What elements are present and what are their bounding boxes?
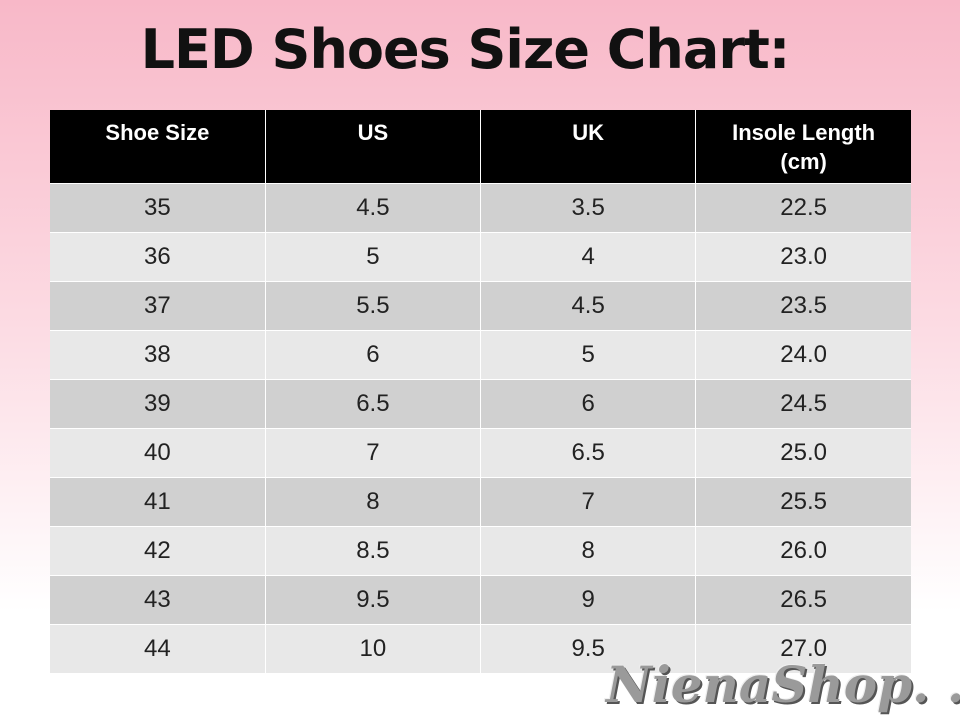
table-row: 38 6 5 24.0 xyxy=(50,329,911,379)
table-cell: 10 xyxy=(264,623,481,673)
table-cell: 27.0 xyxy=(695,623,911,673)
table-cell: 36 xyxy=(50,231,266,281)
table-cell: 4 xyxy=(479,231,696,281)
table-cell: 6.5 xyxy=(264,378,481,428)
table-cell: 43 xyxy=(50,574,266,624)
table-row: 41 8 7 25.5 xyxy=(50,476,911,526)
table-cell: 8 xyxy=(264,476,481,526)
table-cell: 40 xyxy=(50,427,266,477)
table-cell: 38 xyxy=(50,329,266,379)
table-cell: 6.5 xyxy=(479,427,696,477)
table-cell: 7 xyxy=(479,476,696,526)
table-cell: 24.5 xyxy=(695,378,911,428)
table-row: 35 4.5 3.5 22.5 xyxy=(50,182,911,232)
table-cell: 23.5 xyxy=(695,280,911,330)
header-row: Shoe Size US UK Insole Length (cm) xyxy=(50,110,911,183)
table-cell: 26.5 xyxy=(695,574,911,624)
table-cell: 37 xyxy=(50,280,266,330)
table-cell: 6 xyxy=(479,378,696,428)
table-cell: 42 xyxy=(50,525,266,575)
title: LED Shoes Size Chart: xyxy=(140,18,791,81)
table-cell: 24.0 xyxy=(695,329,911,379)
column-header: Shoe Size xyxy=(50,110,266,183)
table-cell: 9.5 xyxy=(264,574,481,624)
table-cell: 25.5 xyxy=(695,476,911,526)
watermark: NienaShop. . xyxy=(606,655,960,714)
table-cell: 9.5 xyxy=(479,623,696,673)
table-cell: 4.5 xyxy=(264,182,481,232)
table-cell: 39 xyxy=(50,378,266,428)
table-row: 42 8.5 8 26.0 xyxy=(50,525,911,575)
table-cell: 4.5 xyxy=(479,280,696,330)
table-cell: 8 xyxy=(479,525,696,575)
table-cell: 9 xyxy=(479,574,696,624)
table-row: 44 10 9.5 27.0 xyxy=(50,623,911,673)
table-header: Shoe Size US UK Insole Length (cm) xyxy=(50,110,911,183)
table-cell: 5 xyxy=(479,329,696,379)
table-body: 35 4.5 3.5 22.5 36 5 4 23.0 37 5.5 4.5 23.5 38 6 5 24.0… xyxy=(50,182,911,673)
table-row: 39 6.5 6 24.5 xyxy=(50,378,911,428)
table-row: 43 9.5 9 26.5 xyxy=(50,574,911,624)
table-row: 37 5.5 4.5 23.5 xyxy=(50,280,911,330)
table-cell: 8.5 xyxy=(264,525,481,575)
table-cell: 6 xyxy=(264,329,481,379)
table-cell: 41 xyxy=(50,476,266,526)
table-row: 40 7 6.5 25.0 xyxy=(50,427,911,477)
table-cell: 35 xyxy=(50,182,266,232)
column-header: US xyxy=(264,110,481,183)
table-cell: 5.5 xyxy=(264,280,481,330)
size-table: Shoe Size US UK Insole Length (cm) 35 4.5 3.5… xyxy=(50,110,911,673)
table-cell: 23.0 xyxy=(695,231,911,281)
table-cell: 25.0 xyxy=(695,427,911,477)
table-cell: 44 xyxy=(50,623,266,673)
column-header: Insole Length (cm) xyxy=(695,110,911,183)
table-cell: 22.5 xyxy=(695,182,911,232)
column-header: UK xyxy=(479,110,696,183)
table-cell: 26.0 xyxy=(695,525,911,575)
table-cell: 5 xyxy=(264,231,481,281)
table-row: 36 5 4 23.0 xyxy=(50,231,911,281)
table-cell: 3.5 xyxy=(479,182,696,232)
table-cell: 7 xyxy=(264,427,481,477)
